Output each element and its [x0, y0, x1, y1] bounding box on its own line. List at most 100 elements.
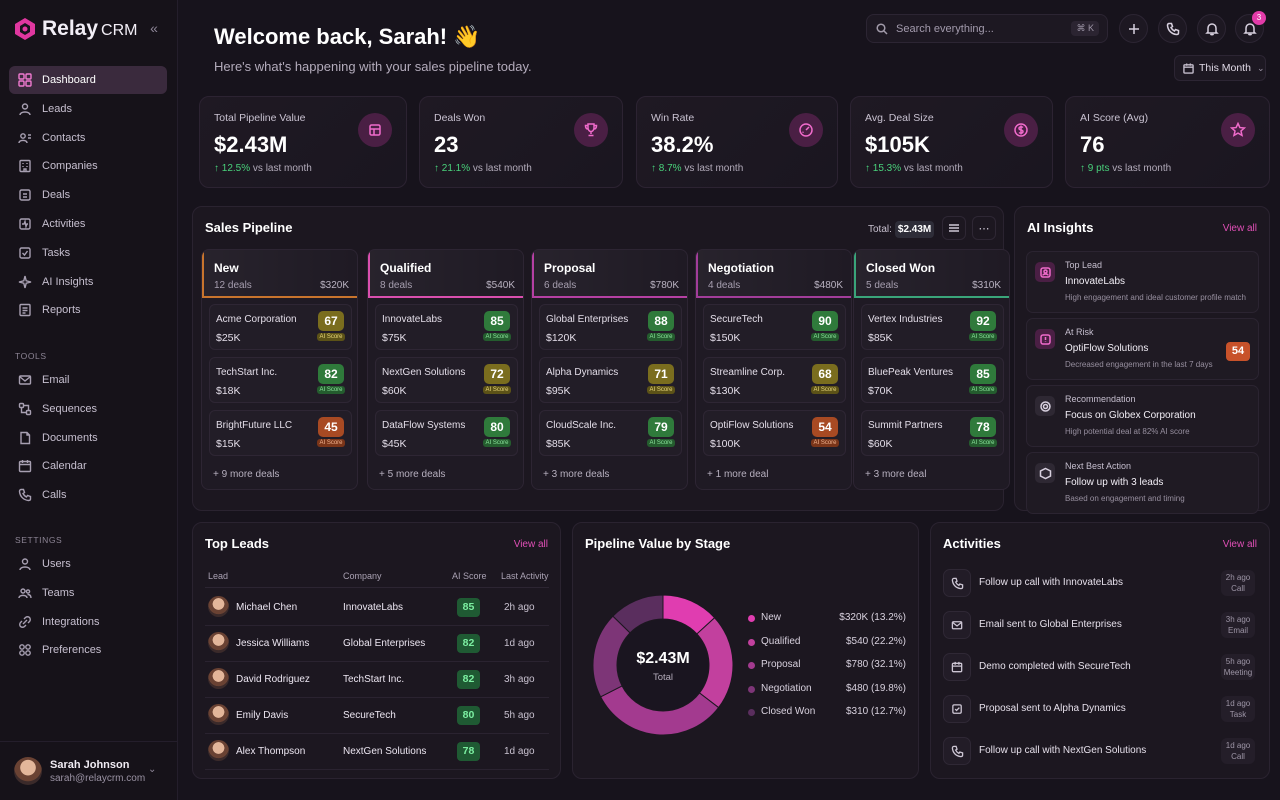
- more-deals-link[interactable]: + 1 more deal: [707, 469, 769, 480]
- sidebar-item-deals[interactable]: Deals: [9, 181, 167, 209]
- kpi-value: 76: [1080, 132, 1105, 157]
- more-deals-link[interactable]: + 9 more deals: [213, 469, 280, 480]
- deal-card[interactable]: Alpha Dynamics $95K 71 AI Score: [539, 357, 682, 403]
- deal-card[interactable]: OptiFlow Solutions $100K 54 AI Score: [703, 410, 846, 456]
- kpi-card[interactable]: Deals Won 23 ↑ 21.1% vs last month: [419, 96, 623, 188]
- column-header[interactable]: Negotiation 4 deals $480K: [696, 250, 851, 298]
- table-row[interactable]: David Rodriguez TechStart Inc. 82 3h ago: [205, 662, 549, 698]
- dashboard-icon: [18, 73, 32, 87]
- sidebar-item-integrations[interactable]: Integrations: [9, 608, 167, 636]
- kpi-card[interactable]: Win Rate 38.2% ↑ 8.7% vs last month: [636, 96, 838, 188]
- deal-card[interactable]: DataFlow Systems $45K 80 AI Score: [375, 410, 518, 456]
- period-select[interactable]: This Month ⌄: [1174, 55, 1266, 81]
- column-header-company[interactable]: Company: [343, 571, 382, 581]
- column-header[interactable]: Qualified 8 deals $540K: [368, 250, 523, 298]
- activity-item[interactable]: Follow up call with InnovateLabs 2h ago Ca…: [943, 567, 1255, 601]
- deal-card[interactable]: InnovateLabs $75K 85 AI Score: [375, 304, 518, 350]
- chevron-down-icon: ⌄: [1256, 62, 1265, 73]
- call-button[interactable]: [1158, 14, 1187, 43]
- more-options-button[interactable]: ⋯: [972, 216, 996, 240]
- avatar: [208, 668, 229, 689]
- deal-card[interactable]: SecureTech $150K 90 AI Score: [703, 304, 846, 350]
- user-profile[interactable]: Sarah Johnson sarah@relaycrm.com ⌄: [0, 741, 178, 800]
- kpi-card[interactable]: Avg. Deal Size $105K ↑ 15.3% vs last month: [850, 96, 1053, 188]
- add-button[interactable]: [1119, 14, 1148, 43]
- sidebar-item-companies[interactable]: Companies: [9, 152, 167, 180]
- email-icon: [18, 375, 32, 385]
- sidebar-item-users[interactable]: Users: [9, 550, 167, 578]
- insight-card[interactable]: Next Best Action Follow up with 3 leads Ba…: [1026, 452, 1259, 514]
- filter-button[interactable]: [942, 216, 966, 240]
- deal-card[interactable]: NextGen Solutions $60K 72 AI Score: [375, 357, 518, 403]
- sidebar-item-reports[interactable]: Reports: [9, 296, 167, 324]
- column-header[interactable]: Proposal 6 deals $780K: [532, 250, 687, 298]
- sidebar-item-teams[interactable]: Teams: [9, 579, 167, 607]
- more-deals-link[interactable]: + 5 more deals: [379, 469, 446, 480]
- sidebar-item-dashboard[interactable]: Dashboard: [9, 66, 167, 94]
- more-deals-link[interactable]: + 3 more deals: [543, 469, 610, 480]
- insight-card[interactable]: Top Lead InnovateLabs High engagement and …: [1026, 251, 1259, 313]
- tasks-icon: [19, 247, 31, 259]
- more-deals-link[interactable]: + 3 more deal: [865, 469, 927, 480]
- deal-card[interactable]: Vertex Industries $85K 92 AI Score: [861, 304, 1004, 350]
- donut-hole: [618, 620, 708, 710]
- deal-card[interactable]: BrightFuture LLC $15K 45 AI Score: [209, 410, 352, 456]
- sidebar-item-documents[interactable]: Documents: [9, 424, 167, 452]
- lead-last-activity: 5h ago: [504, 710, 535, 721]
- search-bar[interactable]: ⌘ K: [866, 14, 1108, 43]
- sidebar-item-activities[interactable]: Activities: [9, 210, 167, 238]
- column-header[interactable]: Closed Won 5 deals $310K: [854, 250, 1009, 298]
- sidebar-item-contacts[interactable]: Contacts: [9, 124, 167, 152]
- search-input[interactable]: [896, 22, 1066, 35]
- deal-card[interactable]: Acme Corporation $25K 67 AI Score: [209, 304, 352, 350]
- activity-item[interactable]: Follow up call with NextGen Solutions 1d …: [943, 735, 1255, 769]
- deal-card[interactable]: Summit Partners $60K 78 AI Score: [861, 410, 1004, 456]
- column-header-last-activity[interactable]: Last Activity: [501, 571, 549, 581]
- donut-slice-closed-won[interactable]: [612, 594, 664, 634]
- lead-company: NextGen Solutions: [343, 746, 427, 757]
- sidebar-item-tasks[interactable]: Tasks: [9, 239, 167, 267]
- table-row[interactable]: Alex Thompson NextGen Solutions 78 1d ago: [205, 734, 549, 770]
- column-header[interactable]: New 12 deals $320K: [202, 250, 357, 298]
- deal-name: Streamline Corp.: [710, 367, 786, 378]
- insight-card[interactable]: Recommendation Focus on Globex Corporatio…: [1026, 385, 1259, 447]
- sidebar-item-email[interactable]: Email: [9, 366, 167, 394]
- column-header-lead[interactable]: Lead: [208, 571, 229, 581]
- sidebar-item-leads[interactable]: Leads: [9, 95, 167, 123]
- deal-card[interactable]: CloudScale Inc. $85K 79 AI Score: [539, 410, 682, 456]
- table-row[interactable]: Emily Davis SecureTech 80 5h ago: [205, 698, 549, 734]
- table-row[interactable]: Jessica Williams Global Enterprises 82 1d a…: [205, 626, 549, 662]
- deal-name: Vertex Industries: [868, 314, 943, 325]
- legend-value: $320K (13.2%): [839, 612, 906, 623]
- table-row[interactable]: Michael Chen InnovateLabs 85 2h ago: [205, 590, 549, 626]
- lead-ai-score: 78: [457, 742, 480, 761]
- sidebar-item-calendar[interactable]: Calendar: [9, 452, 167, 480]
- legend-dot: [748, 685, 755, 693]
- column-header-ai-score[interactable]: AI Score: [452, 571, 487, 581]
- activities-view-all-link[interactable]: View all: [1222, 539, 1257, 550]
- deal-value: $85K: [546, 438, 571, 450]
- chevron-down-icon[interactable]: ⌄: [148, 764, 157, 775]
- deal-card[interactable]: BluePeak Ventures $70K 85 AI Score: [861, 357, 1004, 403]
- insights-view-all-link[interactable]: View all: [1222, 223, 1257, 234]
- sidebar-item-sequences[interactable]: Sequences: [9, 395, 167, 423]
- collapse-sidebar-icon[interactable]: «: [150, 20, 158, 36]
- deal-card[interactable]: Global Enterprises $120K 88 AI Score: [539, 304, 682, 350]
- leads-view-all-link[interactable]: View all: [513, 539, 548, 550]
- sidebar-item-preferences[interactable]: Preferences: [9, 636, 167, 664]
- activity-item[interactable]: Proposal sent to Alpha Dynamics 1d ago Tas…: [943, 693, 1255, 727]
- alerts-button[interactable]: [1197, 14, 1226, 43]
- pipeline-by-stage-panel: Pipeline Value by Stage $2.43M Total New…: [572, 522, 919, 779]
- sidebar-item-calls[interactable]: Calls: [9, 481, 167, 509]
- activity-item[interactable]: Demo completed with SecureTech 5h ago Meet…: [943, 651, 1255, 685]
- logo[interactable]: Relay CRM: [14, 14, 137, 44]
- kpi-card[interactable]: AI Score (Avg) 76 ↑ 9 pts vs last month: [1065, 96, 1270, 188]
- deal-card[interactable]: Streamline Corp. $130K 68 AI Score: [703, 357, 846, 403]
- kpi-card[interactable]: Total Pipeline Value $2.43M ↑ 12.5% vs las…: [199, 96, 407, 188]
- activity-item[interactable]: Email sent to Global Enterprises 3h ago Em…: [943, 609, 1255, 643]
- sidebar-item-ai-insights[interactable]: AI Insights: [9, 268, 167, 296]
- deal-card[interactable]: TechStart Inc. $18K 82 AI Score: [209, 357, 352, 403]
- pipeline-total: Total: $2.43M: [868, 221, 935, 238]
- insight-card[interactable]: At Risk OptiFlow Solutions Decreased engag…: [1026, 318, 1259, 380]
- notifications-button[interactable]: 3: [1235, 11, 1266, 43]
